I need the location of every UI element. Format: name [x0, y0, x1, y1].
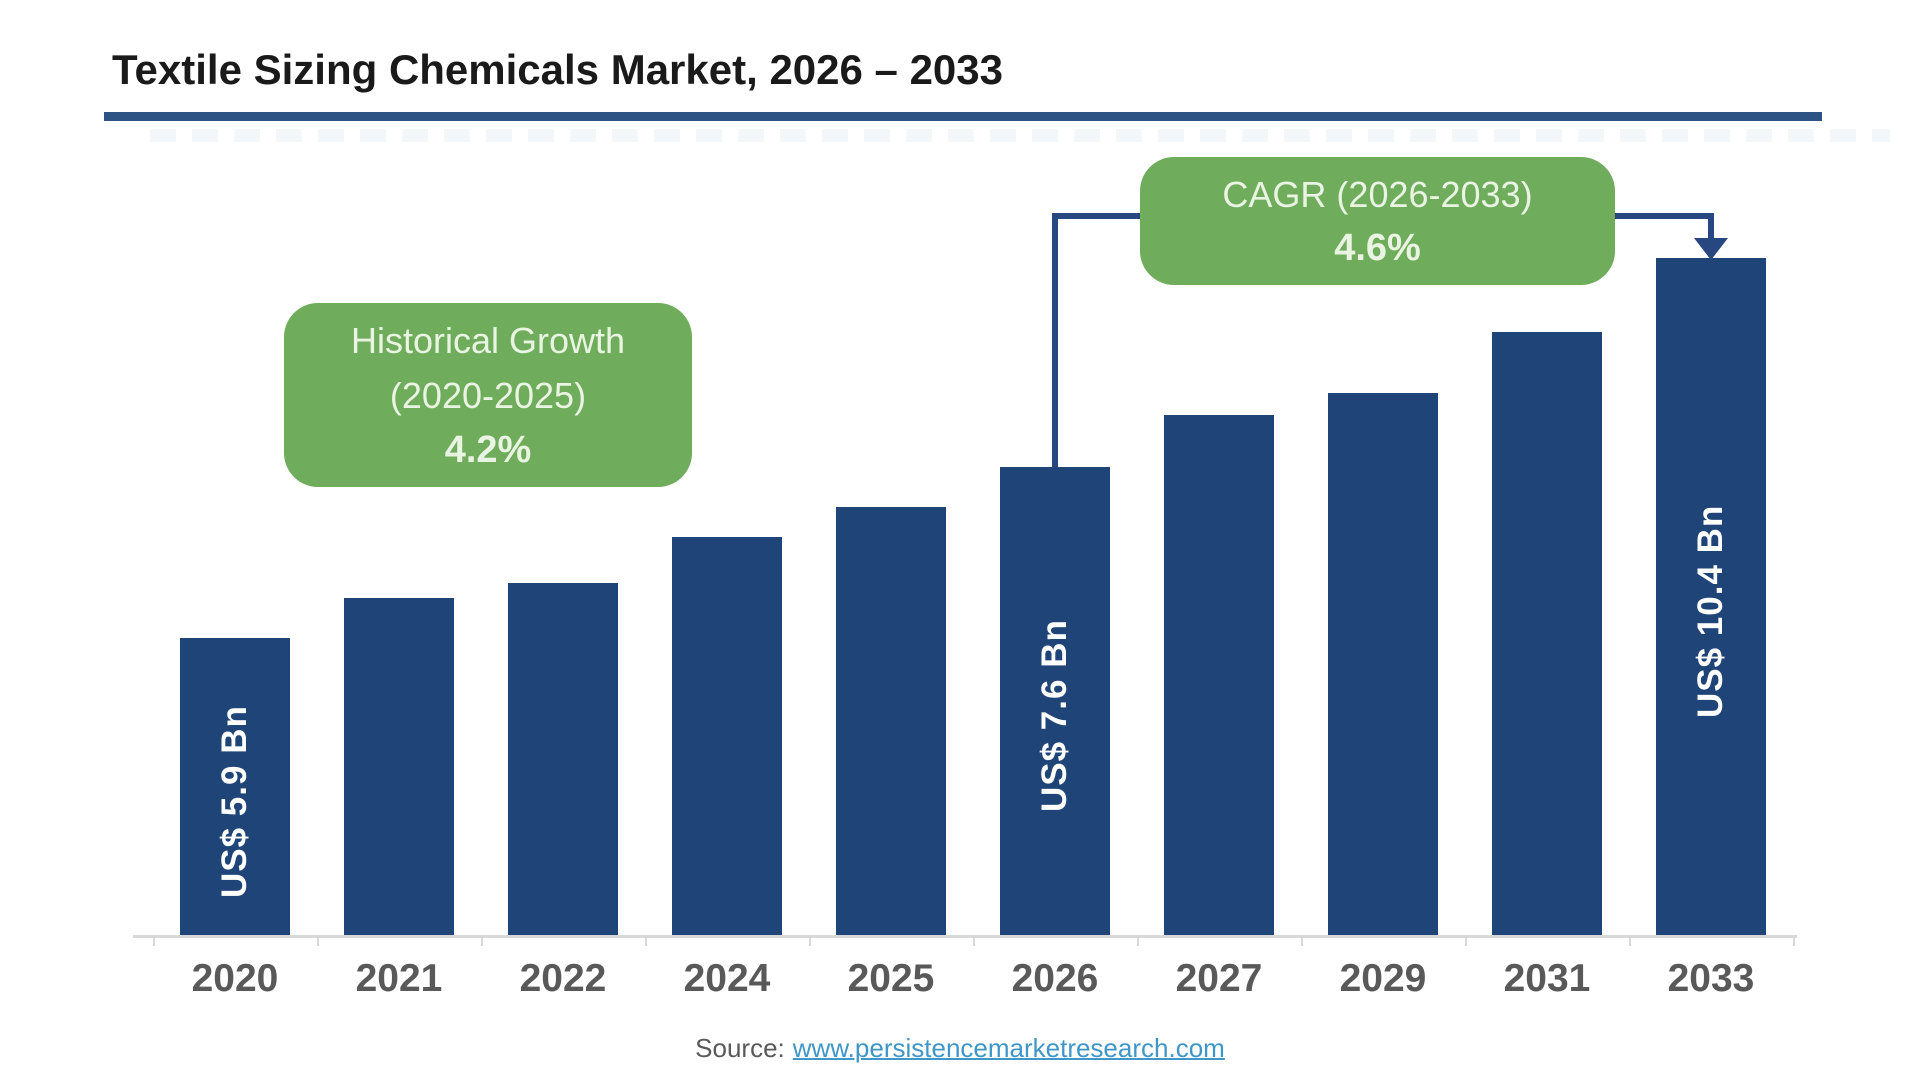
axis-tick [1465, 936, 1467, 946]
arrow-down-icon [1694, 238, 1728, 260]
cagr-callout: CAGR (2026-2033) 4.6% [1140, 157, 1615, 285]
bar-2031 [1492, 332, 1602, 935]
historical-growth-period: (2020-2025) [389, 375, 587, 417]
historical-growth-title: Historical Growth [350, 319, 626, 361]
axis-tick [645, 936, 647, 946]
x-axis-label-2022: 2022 [519, 957, 607, 1000]
axis-tick [1137, 936, 1139, 946]
connector-horizontal-left [1052, 213, 1144, 219]
bar-2020: US$ 5.9 Bn [180, 638, 290, 935]
connector-horizontal-right [1611, 213, 1714, 219]
bar-2022 [508, 583, 618, 935]
x-axis-label-2020: 2020 [191, 957, 279, 1000]
bar-value-label-2020: US$ 5.9 Bn [215, 705, 254, 898]
bar-2025 [836, 507, 946, 935]
x-axis-label-2021: 2021 [355, 957, 443, 1000]
x-axis-line [133, 935, 1797, 938]
historical-growth-callout: Historical Growth (2020-2025) 4.2% [284, 303, 692, 487]
historical-growth-value: 4.2% [444, 429, 532, 472]
connector-stem-2033 [1708, 213, 1714, 240]
axis-tick [973, 936, 975, 946]
axis-tick [317, 936, 319, 946]
bar-value-label-2033: US$ 10.4 Bn [1691, 504, 1730, 719]
page-title: Textile Sizing Chemicals Market, 2026 – … [112, 46, 1004, 93]
axis-tick [1301, 936, 1303, 946]
bar-2033: US$ 10.4 Bn [1656, 258, 1766, 935]
axis-tick [153, 936, 155, 946]
bar-2027 [1164, 415, 1274, 935]
x-axis-label-2029: 2029 [1339, 957, 1427, 1000]
x-axis-label-2025: 2025 [847, 957, 935, 1000]
bar-2029 [1328, 393, 1438, 935]
bar-2026: US$ 7.6 Bn [1000, 467, 1110, 935]
x-axis-label-2031: 2031 [1503, 957, 1591, 1000]
connector-vertical-2026 [1052, 213, 1058, 467]
cagr-value: 4.6% [1334, 227, 1421, 270]
source-prefix: Source: [695, 1033, 785, 1063]
faint-watermark-row [150, 129, 1890, 142]
source-line: Source: www.persistencemarketresearch.com [0, 1033, 1920, 1064]
axis-tick [1793, 936, 1795, 946]
axis-tick [481, 936, 483, 946]
x-axis-label-2024: 2024 [683, 957, 771, 1000]
title-underline [104, 112, 1822, 121]
bar-2021 [344, 598, 454, 935]
axis-tick [809, 936, 811, 946]
x-axis-label-2027: 2027 [1175, 957, 1263, 1000]
source-link[interactable]: www.persistencemarketresearch.com [792, 1033, 1225, 1063]
axis-tick [1629, 936, 1631, 946]
x-axis-label-2026: 2026 [1011, 957, 1099, 1000]
bar-value-label-2026: US$ 7.6 Bn [1035, 619, 1074, 813]
x-axis-label-2033: 2033 [1667, 957, 1755, 1000]
cagr-title: CAGR (2026-2033) [1222, 173, 1533, 215]
bar-2024 [672, 537, 782, 935]
